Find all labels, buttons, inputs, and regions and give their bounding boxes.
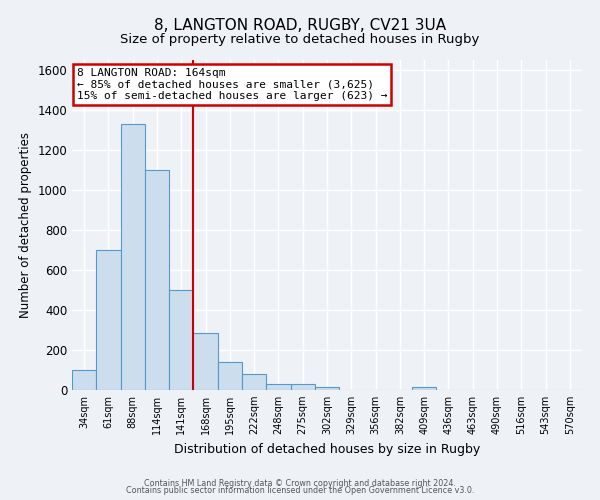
Bar [218,362,242,390]
Text: Size of property relative to detached houses in Rugby: Size of property relative to detached ho… [121,32,479,46]
Y-axis label: Number of detached properties: Number of detached properties [19,132,32,318]
Bar [266,384,290,390]
Bar [145,170,169,390]
Bar [315,387,339,390]
Bar [121,124,145,390]
Text: 8, LANGTON ROAD, RUGBY, CV21 3UA: 8, LANGTON ROAD, RUGBY, CV21 3UA [154,18,446,32]
X-axis label: Distribution of detached houses by size in Rugby: Distribution of detached houses by size … [174,442,480,456]
Bar [96,250,121,390]
Text: Contains public sector information licensed under the Open Government Licence v3: Contains public sector information licen… [126,486,474,495]
Bar [169,290,193,390]
Bar [290,384,315,390]
Text: Contains HM Land Registry data © Crown copyright and database right 2024.: Contains HM Land Registry data © Crown c… [144,478,456,488]
Bar [412,387,436,390]
Text: 8 LANGTON ROAD: 164sqm
← 85% of detached houses are smaller (3,625)
15% of semi-: 8 LANGTON ROAD: 164sqm ← 85% of detached… [77,68,388,101]
Bar [72,370,96,390]
Bar [242,374,266,390]
Bar [193,333,218,390]
